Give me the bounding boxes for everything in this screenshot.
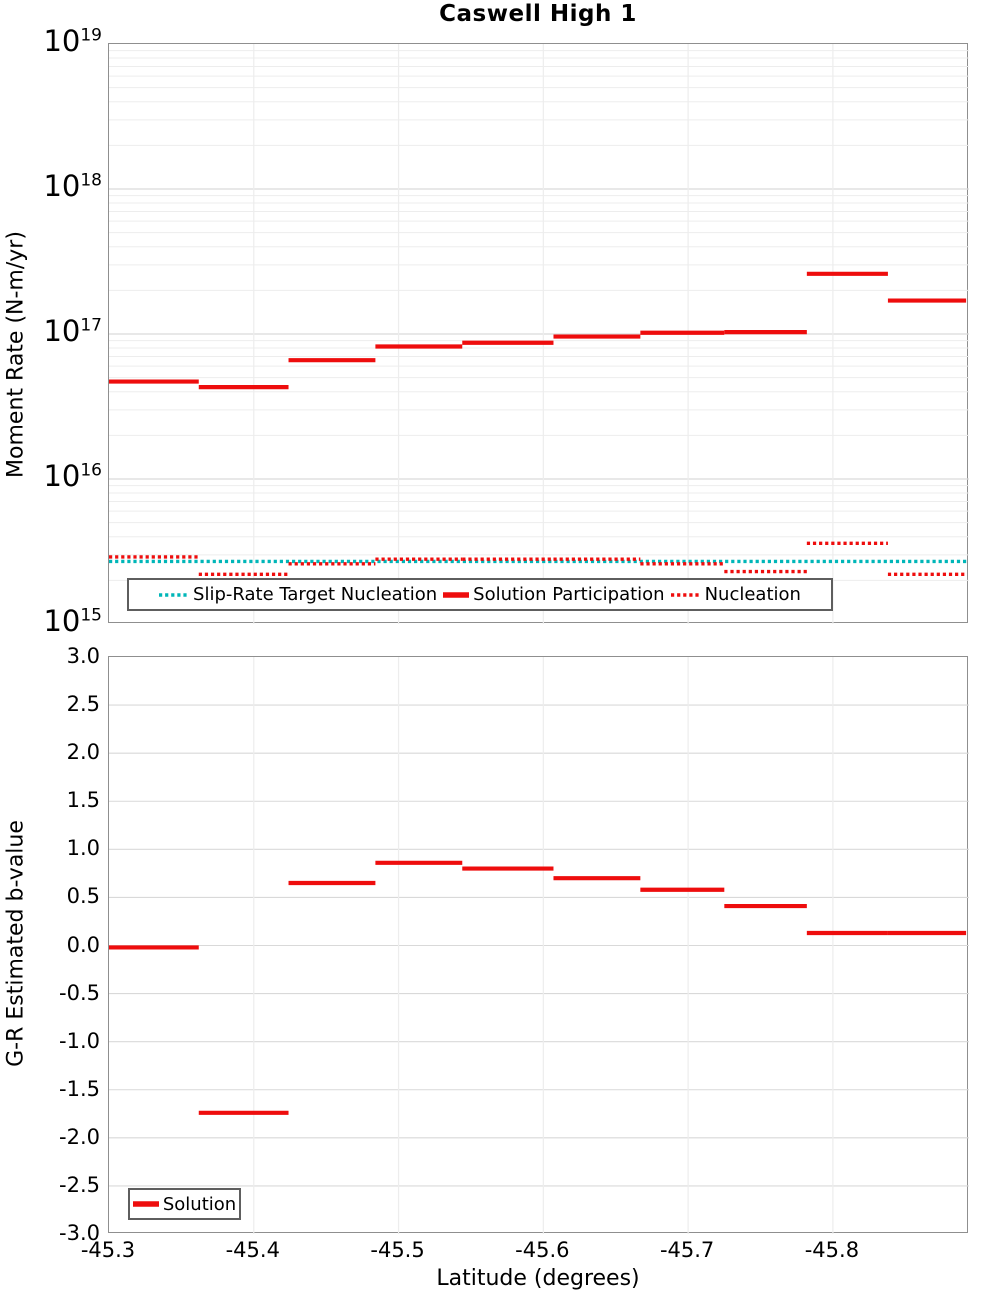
y-tick-label-1e19: 1019 <box>43 24 102 58</box>
moment-rate-axis-label: Moment Rate (N-m/yr) <box>3 231 29 478</box>
moment-rate-plot-svg <box>109 44 969 624</box>
y-tick-label--3.0: -3.0 <box>59 1221 100 1245</box>
legend-item-slip-rate-target-nucleation: Slip-Rate Target Nucleation <box>159 584 437 605</box>
x-tick-label--45.5: -45.5 <box>370 1238 425 1262</box>
y-tick-label-1e16: 1016 <box>43 459 102 493</box>
y-tick-label--1.5: -1.5 <box>59 1076 100 1101</box>
moment-rate-legend: Slip-Rate Target Nucleation Solution Part… <box>127 578 833 611</box>
legend-marker-dotted-line-icon <box>159 592 190 597</box>
legend-label: Solution Participation <box>473 584 665 605</box>
latitude-axis-label: Latitude (degrees) <box>436 1266 640 1291</box>
y-tick-label-0.0: 0.0 <box>66 932 100 957</box>
legend-marker-solid-line-icon <box>443 591 470 598</box>
b-value-plot-area <box>108 656 969 1234</box>
y-tick-label-2.5: 2.5 <box>66 692 100 717</box>
chart-title: Caswell High 1 <box>439 1 637 27</box>
legend-label: Solution <box>162 1193 237 1215</box>
y-tick-label-1e18: 1018 <box>43 169 102 203</box>
b-value-plot-svg <box>109 657 969 1234</box>
legend-marker-solid-line-icon <box>132 1201 159 1207</box>
y-tick-label--2.5: -2.5 <box>59 1172 100 1197</box>
x-tick-label--45.6: -45.6 <box>515 1238 570 1262</box>
x-tick-label--45.8: -45.8 <box>804 1238 860 1262</box>
y-tick-label--0.5: -0.5 <box>59 980 100 1005</box>
y-tick-label--1.0: -1.0 <box>59 1028 100 1053</box>
legend-marker-dotted-line-icon <box>670 592 701 597</box>
y-tick-label--2.0: -2.0 <box>59 1124 100 1149</box>
y-tick-label-1.0: 1.0 <box>66 836 100 861</box>
y-tick-label-1.5: 1.5 <box>66 788 100 813</box>
legend-item-solution-participation: Solution Participation <box>443 584 665 605</box>
y-tick-label-1e15: 1015 <box>43 604 102 638</box>
y-tick-label-1e17: 1017 <box>43 314 102 348</box>
x-tick-label--45.7: -45.7 <box>659 1238 715 1262</box>
b-value-legend: Solution <box>128 1188 241 1220</box>
legend-item-nucleation: Nucleation <box>670 584 801 605</box>
legend-label: Slip-Rate Target Nucleation <box>193 584 438 605</box>
legend-item-solution: Solution <box>132 1193 237 1215</box>
y-tick-label-2.0: 2.0 <box>66 740 100 765</box>
x-tick-label--45.3: -45.3 <box>80 1238 136 1262</box>
x-tick-label--45.4: -45.4 <box>225 1238 280 1262</box>
legend-label: Nucleation <box>704 584 801 605</box>
y-tick-label-3.0: 3.0 <box>66 644 100 668</box>
y-tick-label-0.5: 0.5 <box>66 884 100 909</box>
moment-rate-plot-area <box>108 43 969 624</box>
